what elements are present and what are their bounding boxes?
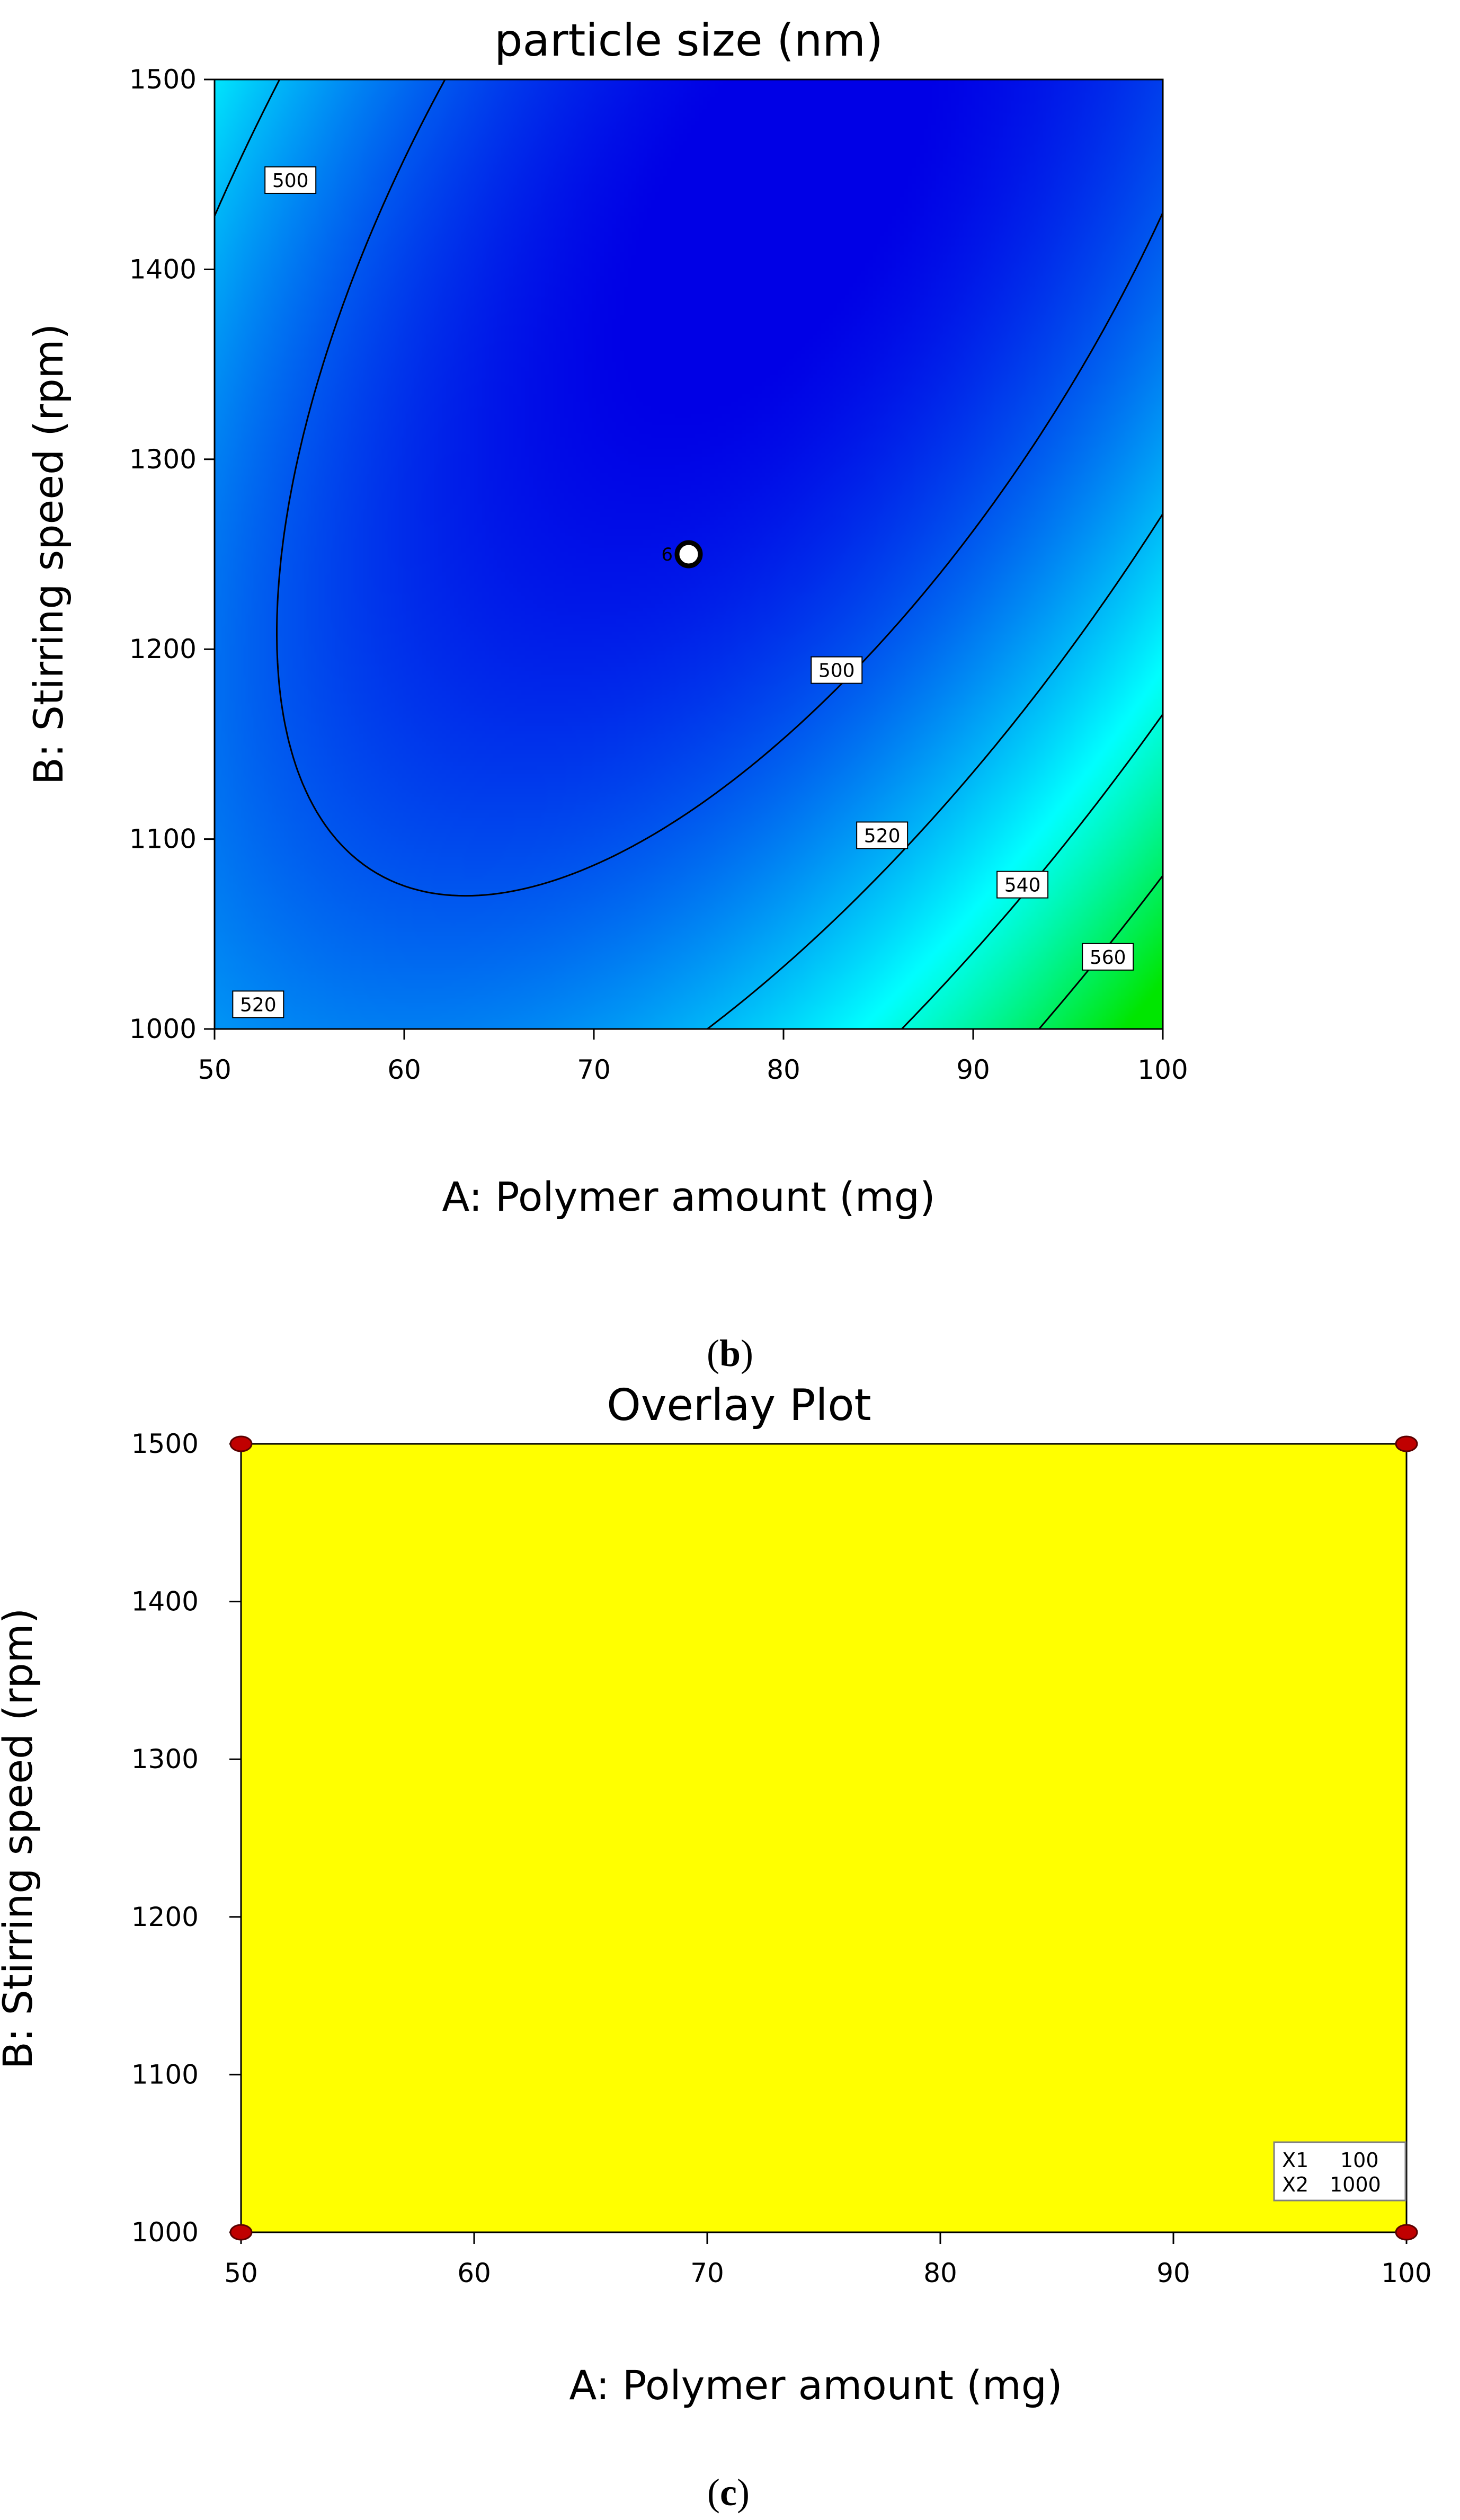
x-tick-label: 90 — [956, 1054, 990, 1085]
contour-label-text: 500 — [272, 170, 309, 192]
x-tick-label: 80 — [767, 1054, 800, 1085]
chart2-x-axis: 50 60 70 80 90 100 — [224, 2232, 1432, 2288]
y-tick-label: 1200 — [129, 634, 197, 664]
x-tick-label: 50 — [198, 1054, 232, 1085]
contour-label-text: 540 — [1004, 875, 1041, 897]
contour-label-text: 520 — [864, 825, 901, 847]
x-tick-label: 60 — [387, 1054, 421, 1085]
design-point — [229, 1435, 253, 1452]
x-tick-label: 70 — [577, 1054, 611, 1085]
design-point — [1395, 2224, 1418, 2241]
chart1-y-axis-label: B: Stirring speed (rpm) — [25, 324, 72, 785]
chart1-y-axis: 1000 1100 1200 1300 1400 1500 — [129, 64, 215, 1044]
y-tick-label: 1000 — [131, 2217, 199, 2248]
overlay-chart: Overlay Plot 50 60 70 80 90 100 1000110012001… — [0, 1380, 1432, 2409]
flag-x2-value: 1000 — [1330, 2173, 1381, 2196]
contour-labels: 500 500 520 540 560 520 — [232, 166, 1134, 1018]
y-tick-label: 1300 — [129, 444, 197, 475]
contour-label: 540 — [996, 871, 1049, 899]
x-tick-label: 60 — [457, 2258, 491, 2288]
y-tick-label: 1500 — [131, 1428, 199, 1459]
y-tick-label: 1100 — [131, 2059, 199, 2090]
contour-line-500 — [276, 79, 1163, 897]
contour-label: 520 — [856, 821, 909, 849]
x-tick-label: 70 — [690, 2258, 724, 2288]
y-tick-label: 1500 — [129, 64, 197, 95]
chart1-plot-frame — [213, 78, 1164, 1030]
chart2-y-axis-label: B: Stirring speed (rpm) — [0, 1608, 41, 2069]
contour-label-text: 520 — [240, 994, 277, 1016]
contour-label-text: 500 — [818, 660, 855, 682]
y-tick-label: 1000 — [129, 1014, 197, 1044]
chart1-title: particle size (nm) — [494, 14, 883, 66]
x-tick-label: 80 — [923, 2258, 957, 2288]
contour-label: 500 — [264, 166, 317, 194]
design-point — [1395, 1435, 1418, 1452]
flag-x2-label: X2 — [1282, 2173, 1308, 2196]
chart1-x-axis: 50 60 70 80 90 100 — [198, 1029, 1188, 1085]
design-point-label: 6 — [661, 544, 673, 565]
flag-x1-label: X1 — [1282, 2149, 1308, 2172]
chart2-title: Overlay Plot — [607, 1380, 871, 1431]
y-tick-label: 1400 — [131, 1586, 199, 1617]
chart2-x-axis-label: A: Polymer amount (mg) — [569, 2362, 1062, 2409]
chart1-design-points: 6 — [661, 540, 703, 569]
panel-label-b: (b) — [707, 1332, 753, 1374]
contour-label-text: 560 — [1090, 947, 1126, 969]
panel-label-c: (c) — [707, 2471, 750, 2514]
contour-label: 560 — [1082, 943, 1134, 971]
chart1-x-axis-label: A: Polymer amount (mg) — [442, 1173, 935, 1220]
center-design-point: 6 — [661, 540, 703, 569]
x-tick-label: 50 — [224, 2258, 258, 2288]
y-tick-label: 1200 — [131, 1902, 199, 1932]
chart2-design-points — [229, 1435, 1418, 2241]
flag-box: X1 100 X2 1000 — [1273, 2141, 1406, 2202]
x-tick-label: 100 — [1381, 2258, 1431, 2288]
overlay-feasible-region — [240, 1443, 1408, 2233]
contour-label: 520 — [232, 990, 284, 1018]
x-tick-label: 100 — [1137, 1054, 1188, 1085]
design-point — [229, 2224, 253, 2241]
y-tick-label: 1400 — [129, 254, 197, 285]
contour-label: 500 — [811, 656, 863, 684]
flag-x1-value: 100 — [1340, 2149, 1379, 2172]
y-tick-label: 1300 — [131, 1744, 199, 1774]
y-tick-label: 1100 — [129, 824, 197, 855]
chart2-y-axis: 1000 1100 1200 1300 1400 1500 — [131, 1428, 241, 2248]
x-tick-label: 90 — [1156, 2258, 1190, 2288]
